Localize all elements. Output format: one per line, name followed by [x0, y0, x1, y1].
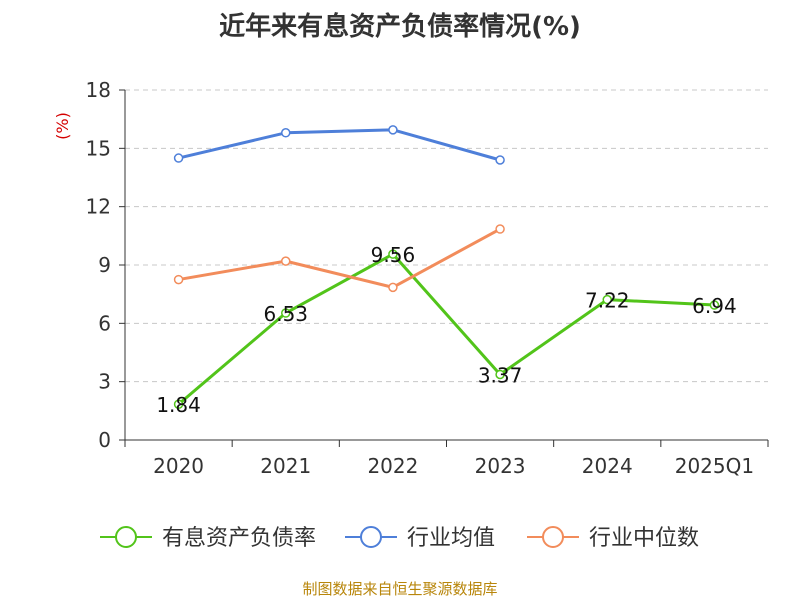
data-point [388, 249, 398, 259]
data-point [495, 155, 505, 165]
legend-label: 行业中位数 [589, 526, 699, 551]
series-line-0 [177, 252, 715, 406]
source-note: 制图数据来自恒生聚源数据库 [302, 580, 498, 598]
data-label: 3.37 [478, 363, 523, 387]
y-axis-label: (%) [53, 112, 72, 140]
series-line-2 [178, 227, 501, 289]
data-point [173, 399, 184, 409]
data-point [495, 369, 505, 380]
data-label: 6.94 [692, 294, 737, 318]
data-point [388, 282, 398, 293]
data-point [281, 256, 291, 266]
series-line-1 [178, 128, 501, 162]
x-tick-label: 2025Q1 [675, 454, 754, 478]
legend-marker [360, 526, 382, 548]
data-point [173, 274, 184, 285]
data-label: 1.84 [156, 393, 201, 417]
x-tick-label: 2023 [475, 454, 526, 478]
data-label: 7.22 [585, 289, 630, 313]
x-tick-label: 2022 [367, 454, 418, 478]
chart-title: 近年来有息资产负债率情况(%) [219, 12, 581, 42]
legend-marker [115, 526, 137, 548]
data-point [602, 294, 612, 305]
y-tick-label: 6 [98, 311, 111, 335]
legend-marker [542, 526, 564, 548]
legend-label: 有息资产负债率 [162, 526, 316, 551]
x-tick-label: 2021 [260, 454, 311, 478]
y-tick-label: 9 [98, 253, 111, 277]
y-tick-label: 0 [98, 428, 111, 452]
y-tick-label: 3 [98, 370, 111, 394]
legend-label: 行业均值 [407, 526, 495, 551]
data-point [709, 300, 720, 310]
y-tick-label: 15 [86, 136, 111, 160]
y-tick-label: 18 [86, 78, 111, 102]
data-point [495, 224, 505, 234]
data-label: 9.56 [371, 243, 416, 267]
data-point [281, 128, 291, 138]
y-tick-label: 12 [86, 195, 111, 219]
data-point [173, 153, 184, 163]
data-point [281, 308, 291, 318]
x-tick-label: 2024 [582, 454, 633, 478]
x-tick-label: 2020 [153, 454, 204, 478]
data-label: 6.53 [263, 302, 308, 326]
data-point [388, 125, 398, 135]
